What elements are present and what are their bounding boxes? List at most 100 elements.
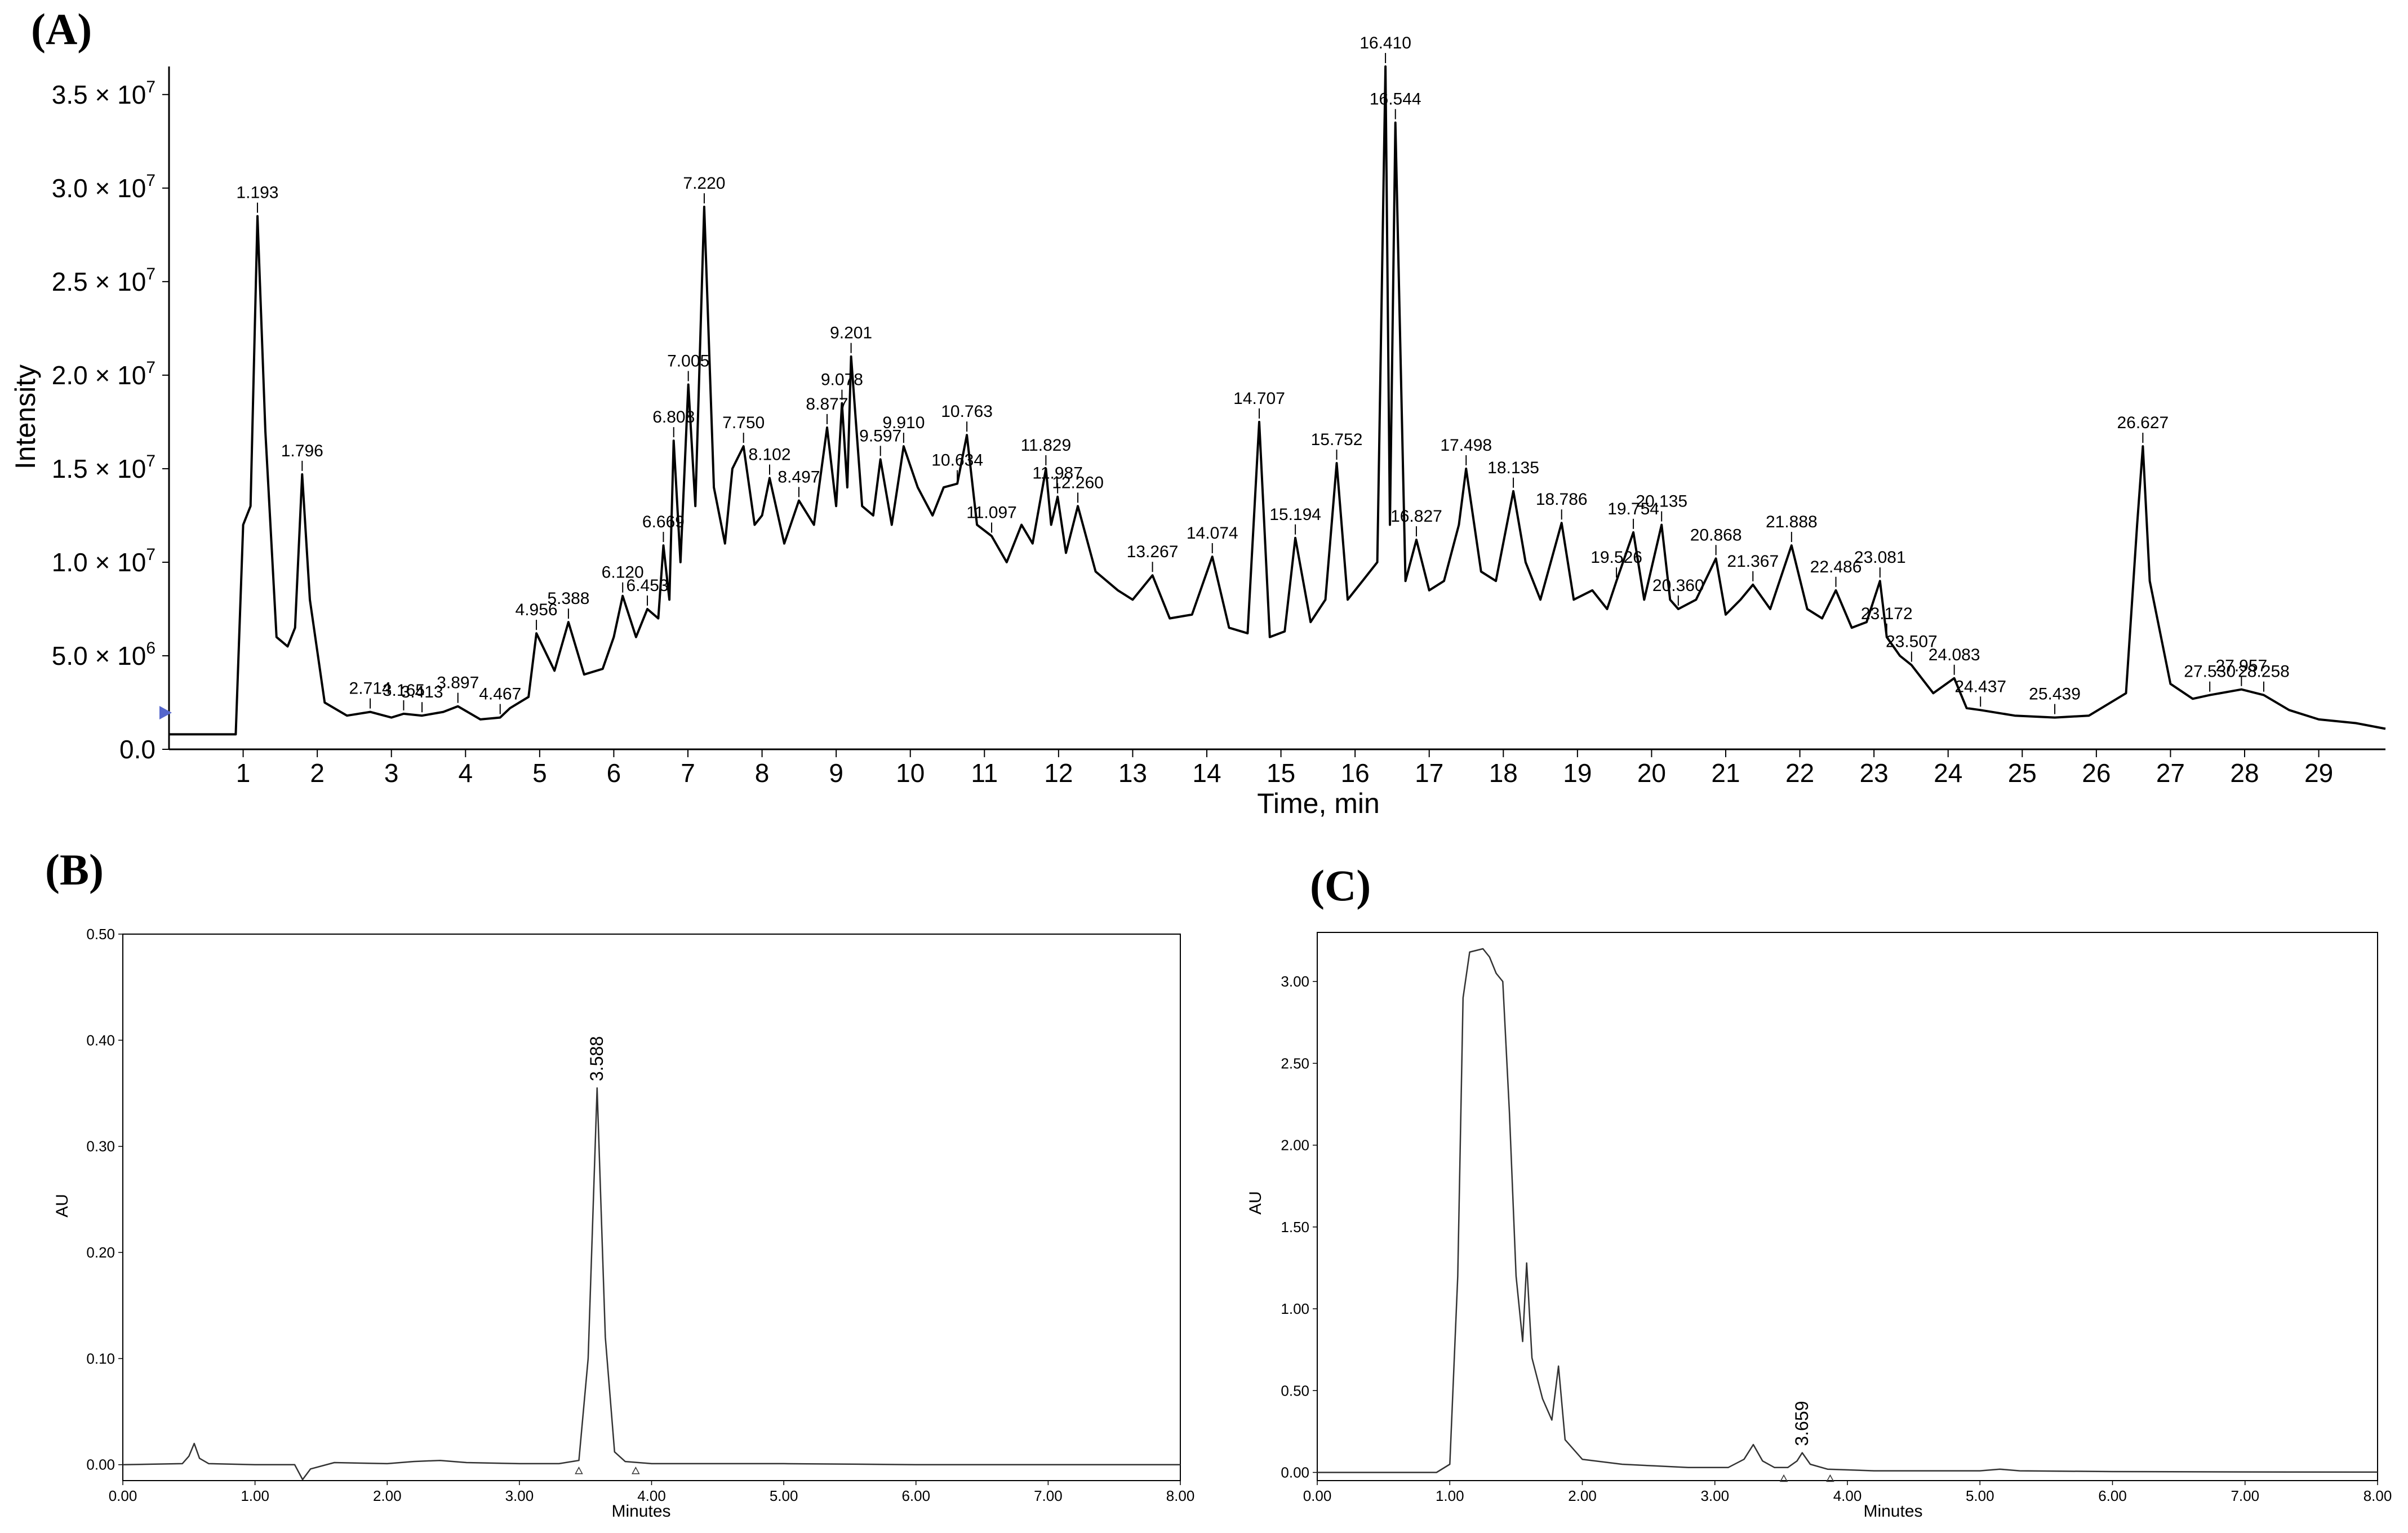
panel-a-peak-label: 3.165: [383, 681, 425, 700]
panel-a-y-tick-exponent: 7: [146, 265, 156, 283]
panel-a-peak-label: 16.410: [1360, 34, 1411, 52]
panel-a-y-tick-exponent: 6: [146, 639, 156, 657]
panel-a-y-tick-label: 1.5 × 107: [52, 452, 156, 483]
panel-a-xlabel: Time, min: [1257, 788, 1380, 819]
panel-a-axes: [168, 65, 2386, 750]
panel-b-x-tick-label: 5.00: [770, 1487, 798, 1504]
panel-b-y-tick-label: 0.10: [86, 1350, 115, 1367]
panel-c-x-tick-label: 6.00: [2098, 1487, 2127, 1504]
panel-c-peak-labels: 3.659: [1792, 1401, 1812, 1446]
panel-b-ticks: 0.00 1.00 2.00 3.00 4.00 5.00 6.00 7.00 8.00 0.00…: [86, 926, 1194, 1504]
panel-c-xlabel: Minutes: [1863, 1502, 1922, 1521]
panel-a-x-tick-label: 6: [607, 758, 621, 788]
panel-b-peak-label: 3.588: [587, 1036, 607, 1081]
panel-a-peak-label: 17.498: [1440, 436, 1492, 455]
panel-a-peak-label: 16.827: [1390, 507, 1442, 526]
panel-a-peak-label: 23.172: [1861, 605, 1913, 623]
panel-a-x-tick-label: 29: [2304, 758, 2333, 788]
panel-a-peak-label: 11.987: [1032, 464, 1083, 483]
panel-a-peak-label: 11.097: [966, 503, 1017, 522]
panel-a-peak-label: 20.868: [1690, 526, 1742, 544]
panel-c-plot-frame: [1317, 932, 2378, 1481]
panel-a-peak-label: 27.957: [2215, 657, 2267, 676]
panel-a-peak-label: 1.193: [236, 184, 278, 202]
panel-a-peak-label: 3.897: [437, 674, 479, 692]
panel-a-peak-label: 6.120: [602, 563, 644, 582]
panel-c-x-tick-label: 2.00: [1568, 1487, 1597, 1504]
panel-c-y-tick-label: 1.50: [1281, 1219, 1309, 1236]
panel-a-label: (A): [31, 5, 92, 54]
panel-b-x-tick-label: 7.00: [1034, 1487, 1063, 1504]
panel-a-x-tick-label: 23: [1860, 758, 1889, 788]
panel-a-x-tick-label: 21: [1711, 758, 1740, 788]
panel-b-y-tick-label: 0.20: [86, 1244, 115, 1261]
panel-a-peak-label: 9.910: [882, 414, 925, 432]
panel-b-x-tick-label: 2.00: [373, 1487, 402, 1504]
panel-a-x-tick-label: 5: [532, 758, 547, 788]
panel-a-y-tick-exponent: 7: [146, 545, 156, 564]
panel-a-peak-label: 10.634: [931, 451, 983, 469]
panel-a-peak-label: 8.877: [806, 395, 848, 414]
panel-a-ylabel: Intensity: [10, 365, 41, 469]
panel-b-x-tick-label: 8.00: [1166, 1487, 1195, 1504]
panel-a-y-tick-label: 3.0 × 107: [52, 171, 156, 203]
panel-a-peak-label: 27.530: [2184, 663, 2236, 681]
panel-a-x-tick-label: 17: [1415, 758, 1443, 788]
panel-a-peak-label: 5.388: [547, 589, 589, 608]
panel-c-y-tick-label: 3.00: [1281, 973, 1309, 990]
panel-a-peak-label: 20.135: [1636, 492, 1687, 511]
panel-c-y-tick-label: 1.00: [1281, 1300, 1309, 1317]
panel-c-integration-marker-icon: [1826, 1474, 1834, 1482]
panel-a-peak-label: 4.467: [479, 685, 521, 704]
panel-a-peak-label: 8.102: [748, 446, 790, 464]
panel-a-x-tick-label: 8: [755, 758, 770, 788]
panel-a-y-tick-exponent: 7: [146, 452, 156, 470]
panel-a-peak-label: 9.597: [859, 426, 901, 445]
panel-b-xlabel: Minutes: [611, 1502, 670, 1521]
panel-c-y-tick-label: 2.50: [1281, 1055, 1309, 1072]
panel-a-peak-label: 22.486: [1810, 558, 1862, 576]
panel-a-peak-label: 6.453: [626, 576, 668, 595]
panel-b-integration-marker-icon: [575, 1467, 583, 1474]
panel-a-y-tick-label: 5.0 × 106: [52, 639, 156, 670]
panel-a-y-tick-label: 3.5 × 107: [52, 78, 156, 109]
panel-a-peak-label: 3.413: [401, 683, 443, 701]
panel-b-x-tick-label: 6.00: [901, 1487, 930, 1504]
panel-a-peak-label: 28.258: [2238, 663, 2290, 681]
panel-a-y-tick-exponent: 7: [146, 358, 156, 377]
panel-c-series-line: [1317, 948, 2378, 1473]
chart-panel-a: (A) 1 2 3 4 5 6 7 8 9 10 11 12 13 14 15 16 17 18 19 20 21 22 2…: [10, 5, 2386, 819]
panel-a-peak-label: 24.083: [1929, 646, 1980, 664]
panel-a-peak-label: 6.808: [652, 408, 695, 426]
chart-panel-b: (B) 0.00 1.00 2.00 3.00 4.00 5.00 6.00 7.00 8.00…: [45, 845, 1194, 1521]
panel-b-label: (B): [45, 845, 104, 894]
panel-c-x-tick-label: 5.00: [1966, 1487, 1994, 1504]
panel-c-y-tick-label: 0.00: [1281, 1464, 1309, 1481]
panel-a-x-tick-label: 28: [2230, 758, 2259, 788]
panel-a-y-tick-label: 1.0 × 107: [52, 545, 156, 577]
panel-a-x-tick-label: 22: [1785, 758, 1814, 788]
panel-a-x-tick-label: 2: [310, 758, 325, 788]
panel-a-x-tick-label: 25: [2008, 758, 2037, 788]
panel-a-x-tick-label: 13: [1118, 758, 1147, 788]
panel-a-peak-label: 18.135: [1487, 459, 1539, 477]
panel-a-peak-label: 16.544: [1370, 90, 1421, 109]
panel-a-x-tick-label: 7: [681, 758, 695, 788]
panel-a-ticks: 1 2 3 4 5 6 7 8 9 10 11 12 13 14 15 16 17 18 19 20 21 22 23 24 2…: [52, 78, 2333, 788]
panel-a-x-tick-label: 16: [1341, 758, 1370, 788]
panel-a-peak-label: 25.439: [2029, 685, 2081, 704]
panel-a-x-tick-label: 3: [384, 758, 399, 788]
panel-b-plot-frame: [122, 934, 1181, 1481]
panel-c-ticks: 0.00 1.00 2.00 3.00 4.00 5.00 6.00 7.00 8.00 0.00…: [1281, 973, 2392, 1504]
panel-a-peak-label: 15.752: [1311, 430, 1363, 449]
panel-a-peak-label: 18.786: [1536, 490, 1588, 509]
panel-a-x-tick-label: 4: [458, 758, 473, 788]
panel-b-x-tick-label: 3.00: [505, 1487, 534, 1504]
panel-c-y-tick-label: 0.50: [1281, 1382, 1309, 1399]
panel-a-x-tick-label: 15: [1267, 758, 1295, 788]
panel-c-x-tick-label: 1.00: [1436, 1487, 1464, 1504]
panel-b-x-tick-label: 1.00: [241, 1487, 269, 1504]
panel-c-ylabel: AU: [1246, 1191, 1265, 1215]
panel-a-x-tick-label: 19: [1563, 758, 1592, 788]
